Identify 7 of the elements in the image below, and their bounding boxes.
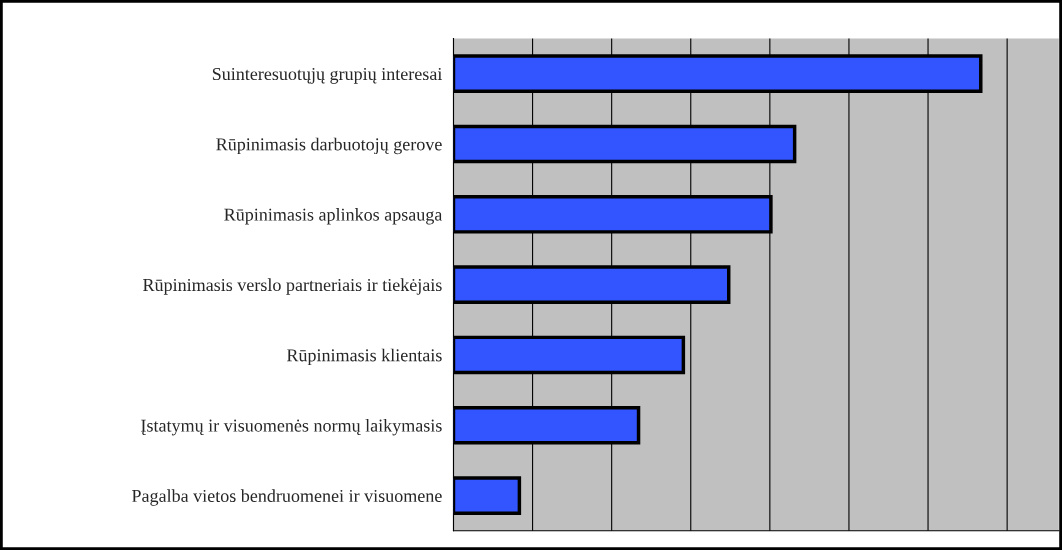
y-tick-label: Rūpinimasis darbuotojų gerove — [216, 137, 442, 155]
y-tick-label: Įstatymų ir visuomenės normų laikymasis — [141, 419, 442, 436]
y-tick-label: Rūpinimasis verslo partneriais ir tiekėjais — [143, 278, 442, 295]
y-tick-label: Rūpinimasis aplinkos apsauga — [224, 208, 443, 225]
y-tick-label: Pagalba vietos bendruomenei ir visuomene — [132, 489, 442, 506]
y-tick-label: Suinteresuotųjų grupių interesai — [212, 67, 443, 84]
y-tick-label: Rūpinimasis klientais — [286, 348, 442, 366]
